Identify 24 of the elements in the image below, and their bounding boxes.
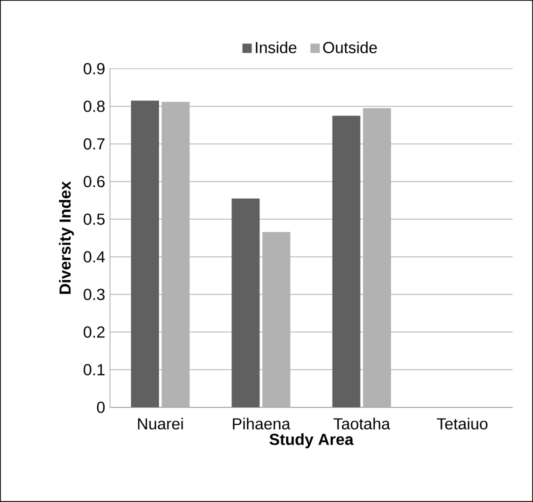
y-tick-label: 0.8 [84,100,105,112]
x-tick-label: Pihaena [232,418,290,430]
x-tick-label: Nuarei [138,418,183,430]
y-tick-label: 0.7 [84,138,104,150]
y-tick-label: 0.2 [84,326,104,338]
bar [262,232,290,408]
x-axis-title: Study Area [270,433,354,448]
y-tick-label: 0.5 [84,214,105,225]
y-tick-label: 0.6 [84,176,105,188]
y-tick-label: 0.9 [84,63,105,74]
bar [131,100,159,408]
bar [332,116,360,408]
legend-label: Outside [323,41,377,54]
x-tick-label: Taotaha [334,418,390,430]
bar [363,108,391,408]
y-tick-label: 0.4 [84,251,105,262]
y-tick-label: 0.3 [84,288,105,300]
y-tick-label: 0 [97,402,105,413]
x-tick-label: Tetaiuo [436,418,488,430]
y-tick-label: 0.1 [84,364,105,376]
bar [162,102,190,408]
legend-label: Inside [256,41,296,54]
y-axis-title: Diversity Index [58,181,74,294]
bar [232,198,260,408]
